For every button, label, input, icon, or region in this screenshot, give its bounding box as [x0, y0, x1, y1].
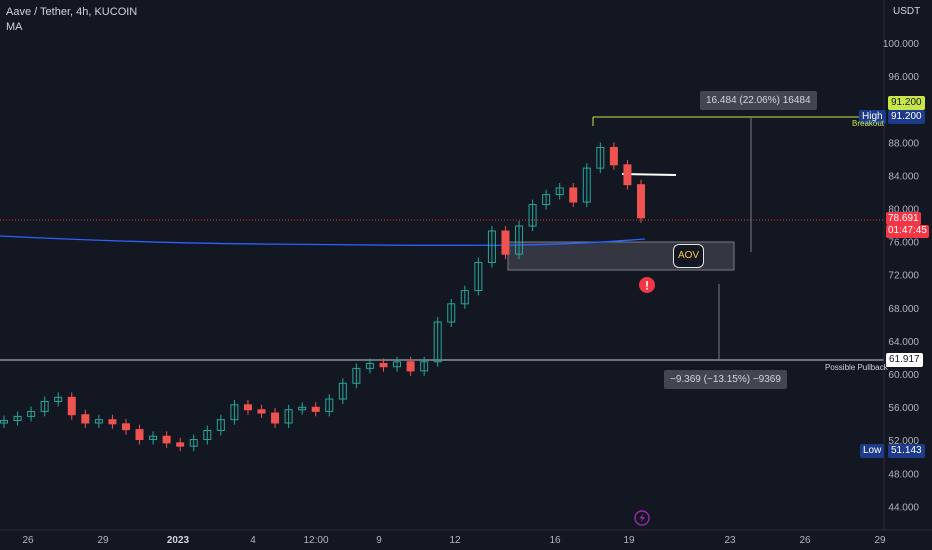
price-tick-label: 88.000: [888, 138, 919, 149]
candle: [596, 146, 605, 169]
candle: [515, 225, 524, 255]
candle: [176, 442, 185, 447]
candle: [528, 204, 537, 227]
time-tick-label: 19: [623, 535, 635, 546]
candle: [393, 361, 402, 368]
possible-pullback-label: Possible Pullback: [825, 363, 888, 372]
alert-icon-glyph: !: [645, 279, 649, 293]
price-tick-label: 84.000: [888, 171, 919, 182]
candle: [257, 409, 266, 414]
price-tick-label: 48.000: [888, 469, 919, 480]
price-tick-label: 64.000: [888, 337, 919, 348]
currency-label[interactable]: USDT: [893, 6, 921, 17]
candle: [94, 419, 103, 424]
time-tick-label: 12: [449, 535, 461, 546]
aov-zone-label[interactable]: AOV: [673, 244, 704, 268]
candle: [609, 146, 618, 166]
low-label-tag: Low: [860, 444, 885, 458]
time-tick-label: 2023: [167, 535, 190, 546]
candle: [379, 362, 388, 368]
candle: [27, 410, 36, 417]
lightning-icon-bolt: [639, 513, 645, 523]
candle: [230, 404, 239, 421]
price-axis-ticks: 100.00096.00092.00088.00084.00080.00076.…: [883, 39, 920, 513]
candle: [54, 396, 63, 402]
candle: [474, 261, 483, 292]
time-tick-label: 29: [97, 535, 109, 546]
candle: [67, 396, 76, 416]
candle: [569, 187, 578, 203]
ma-line: [0, 235, 646, 247]
candle: [433, 321, 442, 363]
candle: [311, 406, 320, 412]
candle: [298, 406, 307, 411]
time-tick-label: 26: [22, 535, 34, 546]
candle: [460, 290, 469, 305]
price-tick-label: 44.000: [888, 502, 919, 513]
countdown-tag: 01:47:45: [886, 225, 929, 238]
candle: [203, 429, 212, 441]
candle: [121, 423, 130, 431]
candle: [216, 419, 225, 431]
candle: [338, 382, 347, 400]
candle: [149, 435, 158, 441]
high-label-tag: High: [859, 110, 886, 124]
candle: [555, 187, 564, 196]
candle: [637, 184, 645, 219]
price-tick-label: 80.000: [888, 205, 919, 216]
candle: [40, 400, 49, 412]
low-price-tag: 51.143: [888, 444, 925, 458]
lightning-icon: [634, 510, 650, 526]
symbol-title[interactable]: Aave / Tether, 4h, KUCOIN: [6, 6, 138, 18]
candles: [0, 142, 645, 452]
candle: [447, 303, 456, 323]
time-tick-label: 26: [799, 535, 811, 546]
candle: [284, 409, 293, 424]
candle: [243, 404, 252, 411]
candle: [623, 164, 632, 186]
time-tick-label: 29: [874, 535, 886, 546]
price-tick-label: 72.000: [888, 271, 919, 282]
measure-up-label: 16.484 (22.06%) 16484: [700, 91, 817, 110]
time-tick-label: 12:00: [303, 535, 328, 546]
time-tick-label: 4: [250, 535, 256, 546]
candle: [271, 412, 280, 424]
time-tick-label: 9: [376, 535, 382, 546]
price-tick-label: 68.000: [888, 304, 919, 315]
price-tick-label: 56.000: [888, 403, 919, 414]
price-tick-label: 100.000: [883, 39, 920, 50]
high-price-tag: 91.200: [888, 110, 925, 124]
candle: [189, 439, 198, 447]
price-tick-label: 52.000: [888, 436, 919, 447]
candle: [487, 230, 496, 263]
candle: [501, 230, 510, 255]
time-axis-ticks: 26 29 2023 4 12:00 9 12 16 19 23 26 29: [22, 535, 886, 546]
candle: [162, 435, 171, 444]
candle: [325, 398, 334, 412]
time-tick-label: 16: [549, 535, 561, 546]
candle: [542, 194, 551, 206]
last-price-tag: 78.691: [886, 212, 921, 225]
candle: [108, 419, 117, 425]
price-tick-label: 96.000: [888, 72, 919, 83]
candle: [0, 420, 8, 424]
indicator-label-ma[interactable]: MA: [6, 21, 23, 33]
candle: [13, 415, 22, 422]
candle: [352, 367, 361, 384]
alert-icon: [639, 277, 655, 293]
candle: [406, 361, 415, 372]
price-tick-label: 76.000: [888, 238, 919, 249]
price-tick-label: 60.000: [888, 370, 919, 381]
candle: [81, 414, 90, 424]
candle: [582, 167, 591, 203]
candle: [365, 362, 374, 369]
pullback-price-tag: 61.917: [886, 353, 923, 367]
breakout-price-tag: 91.200: [888, 96, 925, 110]
measure-down-label: −9.369 (−13.15%) −9369: [664, 370, 787, 389]
time-tick-label: 23: [724, 535, 736, 546]
candle: [420, 361, 429, 372]
candle: [135, 429, 144, 441]
breakout-label: Breakout: [852, 119, 885, 128]
